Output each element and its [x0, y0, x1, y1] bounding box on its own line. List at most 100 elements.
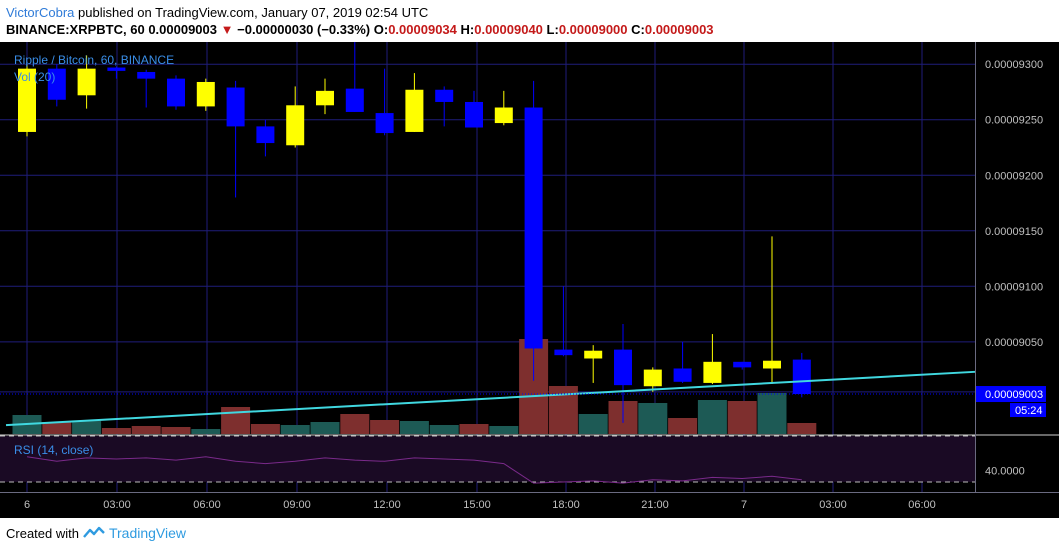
trendline[interactable]	[5, 370, 976, 427]
candle-body	[137, 71, 156, 79]
price-tick-label: 0.00009200	[985, 170, 1043, 182]
vol-legend: Vol (20)	[14, 70, 55, 84]
price-axis[interactable]: 0.00009300 0.00009250 0.00009200 0.00009150…	[976, 59, 1046, 478]
open-value: 0.00009034	[388, 22, 457, 37]
symbol-legend: Ripple / Bitcoin, 60, BINANCE	[14, 53, 174, 67]
candle-body	[465, 101, 483, 128]
volume-bar	[42, 422, 72, 434]
candle-body	[405, 89, 424, 132]
last-price: 0.00009003	[148, 22, 217, 37]
time-tick-label: 06:00	[908, 499, 936, 511]
price-tick-label: 0.00009250	[985, 115, 1043, 127]
volume-bar	[757, 393, 787, 434]
time-tick-label: 7	[741, 499, 747, 511]
publish-line: VictorCobra published on TradingView.com…	[6, 4, 714, 21]
volume-bar	[638, 403, 668, 434]
volume-bar	[697, 400, 727, 434]
candle-body	[107, 67, 126, 71]
candle-body	[673, 368, 692, 382]
candle-body	[345, 88, 364, 112]
time-tick-label: 09:00	[283, 499, 311, 511]
candle-body	[256, 126, 275, 144]
grid	[0, 42, 975, 492]
countdown-label: 05:24	[1015, 405, 1043, 417]
ohlc-line: BINANCE:XRPBTC, 60 0.00009003 ▼ −0.00000…	[6, 21, 714, 38]
price-tick-label: 0.00009050	[985, 337, 1043, 349]
volume-bar	[459, 424, 489, 434]
volume-bar	[131, 426, 161, 434]
volume-bar	[429, 425, 459, 434]
created-with-label: Created with	[6, 525, 79, 541]
price-change: −0.00000030 (−0.33%)	[237, 22, 371, 37]
volume-bars	[12, 339, 817, 434]
countdown-tag	[1010, 403, 1046, 418]
time-tick-label: 12:00	[373, 499, 401, 511]
time-tick-label: 6	[24, 499, 30, 511]
low-label: L:	[546, 22, 559, 37]
publish-info: published on TradingView.com, January 07…	[78, 5, 429, 20]
volume-bar	[340, 414, 370, 434]
volume-bar	[101, 428, 131, 434]
volume-bar	[370, 420, 400, 434]
candle-body	[524, 107, 543, 349]
candle-body	[435, 89, 454, 102]
volume-bar	[399, 421, 429, 434]
volume-bar	[489, 426, 519, 434]
candle-body	[316, 90, 334, 106]
chart-header: VictorCobra published on TradingView.com…	[6, 4, 714, 38]
candle-body	[286, 105, 305, 146]
rsi-band	[0, 436, 975, 482]
close-label: C:	[631, 22, 645, 37]
candle-body	[77, 68, 96, 96]
candle-body	[763, 360, 781, 369]
volume-bar	[161, 427, 191, 434]
candle-body	[47, 68, 66, 100]
volume-bar	[727, 401, 757, 434]
volume-bar	[72, 421, 102, 434]
author-link[interactable]: VictorCobra	[6, 5, 75, 20]
volume-bar	[787, 423, 817, 434]
time-tick-label: 15:00	[463, 499, 491, 511]
time-tick-label: 06:00	[193, 499, 221, 511]
symbol-label: BINANCE:XRPBTC, 60	[6, 22, 145, 37]
volume-bar	[250, 424, 280, 434]
open-label: O:	[373, 22, 389, 37]
candle-body	[792, 359, 811, 395]
high-value: 0.00009040	[474, 22, 543, 37]
candle-body	[375, 113, 394, 134]
volume-bar	[578, 414, 608, 434]
candle-body	[703, 361, 722, 383]
close-value: 0.00009003	[644, 22, 714, 37]
last-price-label: 0.00009003	[985, 389, 1043, 401]
rsi-pane	[0, 434, 1059, 484]
footer: Created with TradingView	[6, 525, 186, 541]
low-value: 0.00009000	[558, 22, 628, 37]
candle-body	[554, 349, 573, 356]
candle-body	[733, 361, 752, 368]
candle-body	[226, 87, 245, 127]
volume-bar	[191, 429, 221, 434]
volume-bar	[280, 425, 310, 434]
time-tick-label: 18:00	[552, 499, 580, 511]
tradingview-logo-icon	[83, 526, 105, 538]
price-chart[interactable]: 0.00009300 0.00009250 0.00009200 0.00009150…	[0, 42, 1059, 518]
down-arrow-icon: ▼	[220, 22, 234, 37]
time-axis[interactable]: 6 03:00 06:00 09:00 12:00 15:00 18:00 21:00 7 03:…	[0, 492, 1059, 512]
candle-body	[167, 78, 185, 107]
candles	[18, 42, 811, 423]
tradingview-brand[interactable]: TradingView	[108, 525, 187, 541]
rsi-line	[26, 456, 802, 484]
candle-body	[196, 81, 215, 107]
volume-bar	[310, 422, 340, 434]
price-tick-label: 0.00009150	[985, 226, 1043, 238]
price-tick-label: 0.00009300	[985, 59, 1043, 71]
candle-body	[18, 68, 36, 132]
candle-body	[584, 350, 603, 359]
high-label: H:	[460, 22, 475, 37]
price-tick-label: 0.00009100	[985, 281, 1043, 293]
time-tick-label: 03:00	[819, 499, 847, 511]
last-price-tag	[976, 386, 1046, 403]
candle-body	[614, 349, 632, 386]
time-tick-label: 21:00	[641, 499, 669, 511]
rsi-tick-label: 40.0000	[985, 466, 1025, 478]
